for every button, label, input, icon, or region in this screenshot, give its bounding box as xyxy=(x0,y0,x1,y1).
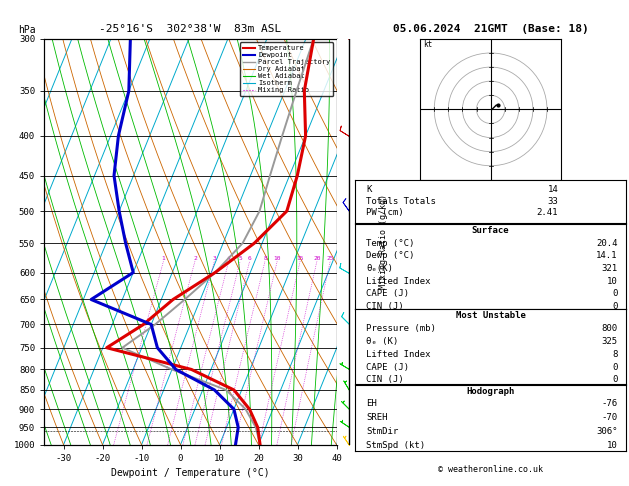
Text: K: K xyxy=(366,186,372,194)
Text: -76: -76 xyxy=(601,399,618,408)
Text: -70: -70 xyxy=(601,413,618,422)
Text: 10: 10 xyxy=(607,441,618,450)
Text: Lifted Index: Lifted Index xyxy=(366,277,431,286)
Text: 20: 20 xyxy=(313,256,321,261)
Text: StmDir: StmDir xyxy=(366,427,398,436)
Text: © weatheronline.co.uk: © weatheronline.co.uk xyxy=(438,465,543,474)
Text: 20.4: 20.4 xyxy=(596,239,618,248)
Text: CAPE (J): CAPE (J) xyxy=(366,363,409,372)
Text: CIN (J): CIN (J) xyxy=(366,375,404,384)
Text: 8: 8 xyxy=(613,350,618,359)
Text: θₑ (K): θₑ (K) xyxy=(366,337,398,346)
Text: StmSpd (kt): StmSpd (kt) xyxy=(366,441,425,450)
Text: 1: 1 xyxy=(162,256,165,261)
Text: θₑ(K): θₑ(K) xyxy=(366,264,393,273)
Text: 05.06.2024  21GMT  (Base: 18): 05.06.2024 21GMT (Base: 18) xyxy=(392,24,589,34)
Text: Mixing Ratio (g/kg): Mixing Ratio (g/kg) xyxy=(379,194,388,289)
Text: Lifted Index: Lifted Index xyxy=(366,350,431,359)
Text: SREH: SREH xyxy=(366,413,387,422)
Text: hPa: hPa xyxy=(18,25,35,35)
Text: 0: 0 xyxy=(613,302,618,311)
Legend: Temperature, Dewpoint, Parcel Trajectory, Dry Adiabat, Wet Adiabat, Isotherm, Mi: Temperature, Dewpoint, Parcel Trajectory… xyxy=(240,42,333,96)
Text: CIN (J): CIN (J) xyxy=(366,302,404,311)
Text: 325: 325 xyxy=(601,337,618,346)
Text: 10: 10 xyxy=(607,277,618,286)
Text: 6: 6 xyxy=(248,256,252,261)
Text: 3: 3 xyxy=(213,256,216,261)
Text: LCL: LCL xyxy=(342,426,356,435)
Text: 0: 0 xyxy=(613,363,618,372)
Text: 5: 5 xyxy=(238,256,242,261)
Text: 8: 8 xyxy=(263,256,267,261)
Text: Dewp (°C): Dewp (°C) xyxy=(366,251,415,260)
Text: EH: EH xyxy=(366,399,377,408)
Text: 0: 0 xyxy=(613,289,618,298)
Text: Surface: Surface xyxy=(472,226,509,235)
Text: 14.1: 14.1 xyxy=(596,251,618,260)
Text: Hodograph: Hodograph xyxy=(467,387,515,396)
Text: 321: 321 xyxy=(601,264,618,273)
Text: 25: 25 xyxy=(326,256,334,261)
Text: 10: 10 xyxy=(274,256,281,261)
Text: CAPE (J): CAPE (J) xyxy=(366,289,409,298)
Text: 306°: 306° xyxy=(596,427,618,436)
Y-axis label: km
ASL: km ASL xyxy=(374,232,389,251)
Text: 2.41: 2.41 xyxy=(537,208,559,217)
X-axis label: Dewpoint / Temperature (°C): Dewpoint / Temperature (°C) xyxy=(111,469,270,478)
Text: 0: 0 xyxy=(613,375,618,384)
Text: Temp (°C): Temp (°C) xyxy=(366,239,415,248)
Text: 800: 800 xyxy=(601,324,618,333)
Text: PW (cm): PW (cm) xyxy=(366,208,404,217)
Text: kt: kt xyxy=(423,40,432,50)
Text: 15: 15 xyxy=(296,256,304,261)
Text: 4: 4 xyxy=(227,256,231,261)
Text: Totals Totals: Totals Totals xyxy=(366,196,436,206)
Text: Pressure (mb): Pressure (mb) xyxy=(366,324,436,333)
Text: -25°16'S  302°38'W  83m ASL: -25°16'S 302°38'W 83m ASL xyxy=(99,24,281,34)
Text: 33: 33 xyxy=(547,196,559,206)
Text: 14: 14 xyxy=(547,186,559,194)
Text: Most Unstable: Most Unstable xyxy=(455,312,526,320)
Text: 2: 2 xyxy=(193,256,197,261)
